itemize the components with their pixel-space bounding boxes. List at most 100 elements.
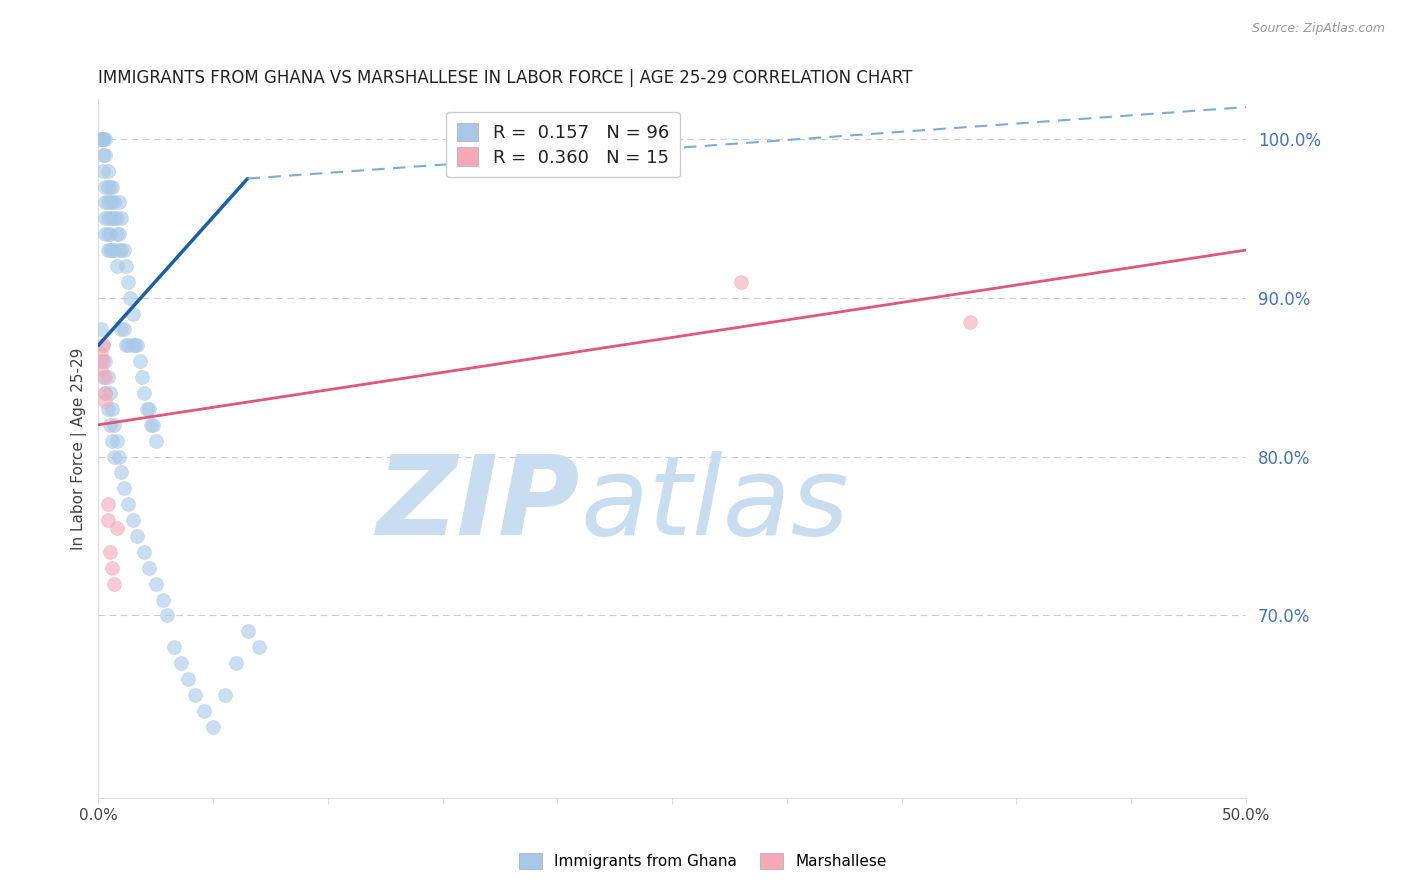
Point: [94, 394, 117, 409]
Point: [108, 243, 131, 257]
Point: [96, 513, 118, 527]
Point: [94, 370, 117, 384]
Legend: Immigrants from Ghana, Marshallese: Immigrants from Ghana, Marshallese: [513, 847, 893, 875]
Point: [94, 211, 117, 226]
Point: [117, 275, 139, 289]
Point: [103, 576, 125, 591]
Point: [103, 211, 125, 226]
Point: [96, 370, 118, 384]
Point: [96, 163, 118, 178]
Point: [110, 466, 132, 480]
Point: [98, 386, 121, 401]
Point: [103, 417, 125, 432]
Legend: R =  0.157   N = 96, R =  0.360   N = 15: R = 0.157 N = 96, R = 0.360 N = 15: [446, 112, 681, 178]
Point: [128, 354, 150, 368]
Point: [94, 227, 117, 242]
Point: [108, 195, 131, 210]
Point: [101, 560, 124, 574]
Point: [156, 608, 179, 623]
Point: [184, 688, 207, 702]
Point: [112, 481, 135, 495]
Point: [101, 434, 124, 448]
Point: [91, 163, 114, 178]
Point: [98, 195, 121, 210]
Point: [90, 322, 112, 336]
Point: [90, 346, 112, 360]
Point: [94, 148, 117, 162]
Point: [91, 148, 114, 162]
Point: [110, 211, 132, 226]
Point: [193, 704, 215, 718]
Point: [236, 624, 259, 639]
Point: [135, 401, 157, 416]
Point: [145, 576, 167, 591]
Point: [127, 338, 149, 352]
Point: [139, 417, 162, 432]
Point: [94, 386, 117, 401]
Point: [105, 211, 128, 226]
Point: [131, 370, 153, 384]
Point: [105, 434, 128, 448]
Point: [96, 179, 118, 194]
Point: [103, 450, 125, 464]
Point: [98, 417, 121, 432]
Point: [101, 243, 124, 257]
Point: [247, 640, 270, 655]
Point: [121, 513, 143, 527]
Text: ZIP: ZIP: [377, 451, 581, 558]
Point: [103, 243, 125, 257]
Point: [91, 132, 114, 146]
Point: [121, 307, 143, 321]
Text: Source: ZipAtlas.com: Source: ZipAtlas.com: [1251, 22, 1385, 36]
Point: [94, 195, 117, 210]
Text: IMMIGRANTS FROM GHANA VS MARSHALLESE IN LABOR FORCE | AGE 25-29 CORRELATION CHAR: IMMIGRANTS FROM GHANA VS MARSHALLESE IN …: [98, 69, 912, 87]
Point: [105, 227, 128, 242]
Point: [112, 243, 135, 257]
Point: [90, 132, 112, 146]
Point: [101, 211, 124, 226]
Point: [90, 132, 112, 146]
Point: [163, 640, 186, 655]
Point: [115, 338, 138, 352]
Point: [90, 132, 112, 146]
Point: [101, 401, 124, 416]
Point: [90, 354, 112, 368]
Point: [91, 132, 114, 146]
Text: atlas: atlas: [581, 451, 849, 558]
Point: [152, 592, 174, 607]
Point: [91, 338, 114, 352]
Point: [91, 132, 114, 146]
Point: [110, 322, 132, 336]
Point: [98, 227, 121, 242]
Point: [98, 211, 121, 226]
Point: [94, 386, 117, 401]
Point: [105, 259, 128, 273]
Point: [730, 275, 752, 289]
Point: [108, 227, 131, 242]
Point: [94, 354, 117, 368]
Point: [98, 545, 121, 559]
Point: [91, 370, 114, 384]
Point: [96, 211, 118, 226]
Point: [96, 401, 118, 416]
Point: [96, 195, 118, 210]
Point: [142, 417, 165, 432]
Point: [134, 386, 156, 401]
Point: [103, 195, 125, 210]
Point: [115, 259, 138, 273]
Point: [101, 179, 124, 194]
Point: [214, 688, 236, 702]
Point: [117, 338, 139, 352]
Point: [225, 656, 247, 670]
Point: [108, 450, 131, 464]
Point: [110, 243, 132, 257]
Point: [91, 338, 114, 352]
Point: [138, 560, 160, 574]
Point: [96, 243, 118, 257]
Point: [96, 227, 118, 242]
Point: [145, 434, 167, 448]
Point: [94, 179, 117, 194]
Point: [117, 497, 139, 511]
Point: [202, 720, 225, 734]
Point: [959, 314, 981, 328]
